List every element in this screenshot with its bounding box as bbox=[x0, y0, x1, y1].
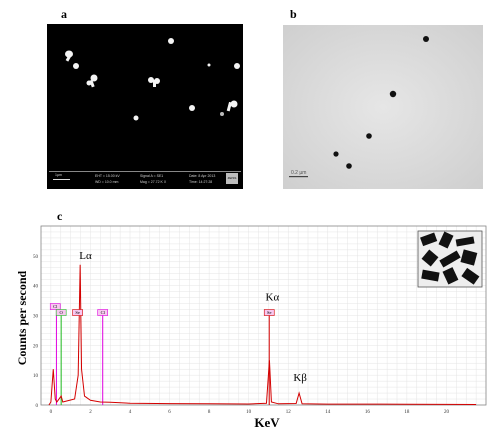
element-marker-lines bbox=[55, 306, 270, 405]
x-tick-label: 2 bbox=[89, 410, 92, 415]
sem-time: Time: 14:27:28 bbox=[189, 180, 213, 184]
zeiss-logo: ZEISS bbox=[226, 173, 238, 184]
x-tick-label: 14 bbox=[325, 410, 331, 415]
element-tag: O bbox=[55, 309, 67, 316]
x-axis-label: KeV bbox=[254, 415, 280, 430]
x-tick-label: 12 bbox=[286, 410, 292, 415]
axis-ticks: 0 2 4 6 8 10 12 14 16 18 20 0 10 20 30 40 50 bbox=[33, 255, 449, 415]
y-tick-label: 10 bbox=[33, 374, 39, 379]
sem-signal: Signal A = SE1 bbox=[140, 174, 164, 178]
sem-wd: WD = 10.0 mm bbox=[95, 180, 119, 184]
peak-label: Kα bbox=[266, 292, 280, 304]
tem-image: 0.2 µm bbox=[283, 25, 483, 189]
sem-eht: EHT = 15.00 kV bbox=[95, 174, 120, 178]
tem-scale-bar bbox=[289, 176, 308, 178]
x-tick-label: 10 bbox=[246, 410, 252, 415]
element-tag-box bbox=[55, 309, 67, 316]
sem-date: Date: 8 Apr 2013 bbox=[189, 174, 216, 178]
element-tag-box bbox=[49, 303, 61, 310]
peak-labels: Lα Kα Kβ bbox=[79, 250, 307, 384]
element-tag-box bbox=[97, 309, 109, 316]
sem-info-bar: 1µm EHT = 15.00 kV WD = 10.0 mm Signal A… bbox=[49, 171, 241, 187]
peak-label: Lα bbox=[79, 250, 92, 262]
sem-scale-label: 1µm bbox=[55, 173, 62, 177]
element-tag-box bbox=[263, 309, 275, 316]
element-tag: Cl bbox=[97, 309, 109, 316]
y-tick-label: 30 bbox=[33, 315, 39, 320]
x-tick-label: 20 bbox=[444, 410, 450, 415]
element-tag: Se bbox=[263, 309, 275, 316]
edx-inset-image bbox=[417, 230, 483, 288]
x-tick-label: 6 bbox=[168, 410, 171, 415]
x-tick-label: 4 bbox=[129, 410, 132, 415]
element-tag-label: Se bbox=[75, 310, 80, 315]
x-tick-label: 0 bbox=[50, 410, 53, 415]
element-tag-label: Cl bbox=[101, 310, 106, 315]
element-tag-box bbox=[72, 309, 83, 316]
y-tick-label: 20 bbox=[33, 344, 39, 349]
y-tick-label: 40 bbox=[33, 285, 39, 290]
x-tick-label: 8 bbox=[208, 410, 211, 415]
y-tick-label: 50 bbox=[33, 255, 39, 260]
sem-image: 1µm EHT = 15.00 kV WD = 10.0 mm Signal A… bbox=[47, 24, 243, 189]
plot-frame bbox=[40, 225, 487, 406]
sem-mag: Mag = 27.72 K X bbox=[140, 180, 167, 184]
y-tick-label: 0 bbox=[36, 404, 39, 409]
sem-particles bbox=[65, 38, 240, 121]
tem-scale-label: 0.2 µm bbox=[291, 170, 307, 176]
panel-c-letter: c bbox=[57, 209, 63, 223]
sem-scale-bar bbox=[53, 179, 70, 180]
x-tick-label: 18 bbox=[404, 410, 410, 415]
element-tag-label: Se bbox=[267, 310, 272, 315]
element-tag: Se bbox=[72, 309, 83, 316]
element-tag: Cl bbox=[49, 303, 61, 310]
tem-particles bbox=[283, 25, 483, 189]
y-axis-label: Counts per second bbox=[15, 270, 29, 365]
element-tag-label: O bbox=[60, 310, 64, 315]
element-tag-label: Cl bbox=[53, 304, 58, 309]
peak-label: Kβ bbox=[293, 372, 307, 384]
zeiss-logo-text: ZEISS bbox=[227, 176, 237, 180]
panel-a-letter: a bbox=[61, 7, 67, 21]
spectrum-line bbox=[48, 264, 477, 406]
panel-b-letter: b bbox=[290, 7, 297, 21]
x-tick-label: 16 bbox=[365, 410, 371, 415]
